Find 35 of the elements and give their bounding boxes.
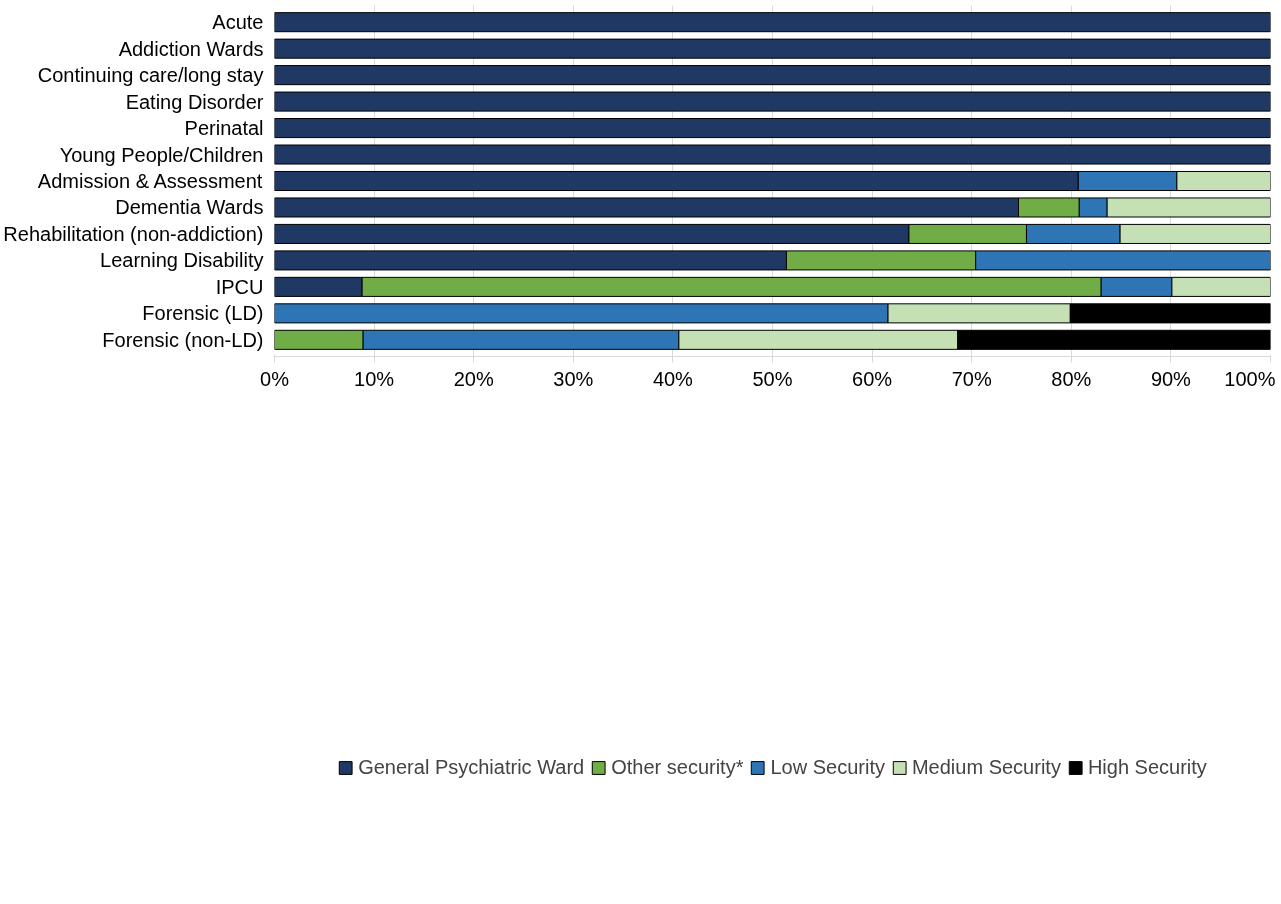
y-tick-label: IPCU xyxy=(215,275,264,298)
legend-label: High Security xyxy=(1087,755,1207,779)
y-tick-label: Continuing care/long stay xyxy=(37,64,264,87)
x-tick-label: 60% xyxy=(852,367,893,390)
y-tick-label: Perinatal xyxy=(184,117,264,140)
x-tick-label: 40% xyxy=(652,367,694,390)
x-tick-label: 50% xyxy=(752,367,793,390)
x-tick-label: 80% xyxy=(1051,367,1092,390)
bar xyxy=(274,12,1271,33)
y-tick-label: Eating Disorder xyxy=(125,90,264,113)
bar xyxy=(274,38,1271,59)
x-tick-label: 0% xyxy=(260,367,290,390)
y-tick-label: Admission & Assessment xyxy=(37,170,263,192)
x-tick-label: 20% xyxy=(453,367,494,390)
bar xyxy=(274,118,1271,139)
legend-label: General Psychiatric Ward xyxy=(358,755,585,779)
x-tick-label: 10% xyxy=(354,367,395,390)
y-tick-label: Forensic (non-LD) xyxy=(102,328,264,351)
y-tick-label: Young People/Children xyxy=(59,143,264,166)
y-tick-label: Addiction Wards xyxy=(118,37,264,60)
bar xyxy=(274,91,1271,112)
legend-label: Low Security xyxy=(770,755,885,779)
bar xyxy=(274,65,1271,86)
x-tick-label: 30% xyxy=(553,367,594,390)
bar xyxy=(274,144,1271,165)
x-tick-label: 100% xyxy=(1224,367,1276,390)
y-tick-label: Forensic (LD) xyxy=(142,302,264,325)
legend-label: Medium Security xyxy=(911,755,1061,779)
y-tick-label: Acute xyxy=(212,11,264,34)
legend-label: Other security* xyxy=(611,755,744,779)
y-tick-label: Dementia Wards xyxy=(115,196,264,219)
x-tick-label: 70% xyxy=(951,367,992,390)
y-tick-label: Learning Disability xyxy=(100,249,264,272)
y-tick-label: Rehabilitation (non-addiction) xyxy=(3,222,264,245)
x-tick-label: 90% xyxy=(1150,367,1192,390)
